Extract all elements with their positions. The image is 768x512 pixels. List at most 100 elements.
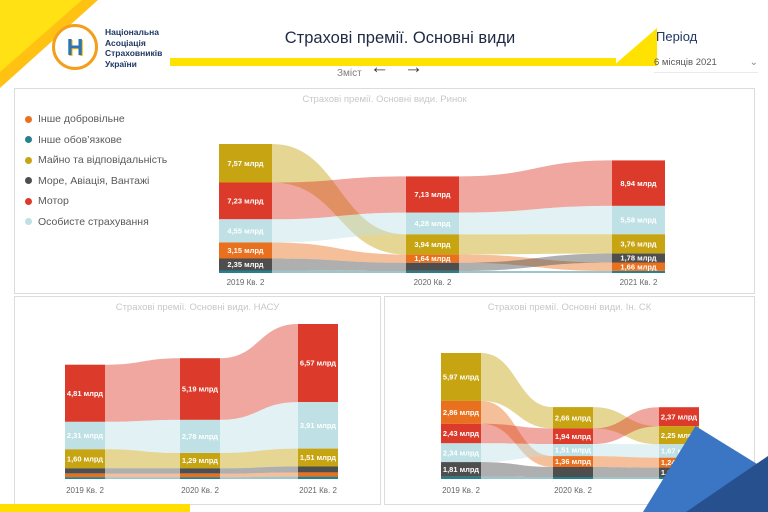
ribbon-motor[interactable] — [593, 407, 659, 444]
legend-item-more[interactable]: Море, Авіація, Вантажі — [25, 175, 167, 187]
bar-segment-motor[interactable] — [659, 407, 699, 427]
bar-segment-mayno[interactable] — [406, 234, 459, 255]
bar-segment-more[interactable] — [406, 262, 459, 271]
bar-segment-inshe_dobrovilne[interactable] — [612, 262, 665, 271]
bar-segment-inshe_obovyazkove[interactable] — [612, 271, 665, 273]
ribbon-inshe_dobrovilne[interactable] — [272, 242, 406, 263]
ribbon-more[interactable] — [459, 253, 612, 272]
ribbon-mayno[interactable] — [105, 449, 180, 469]
ribbon-motor[interactable] — [481, 423, 553, 444]
bar-value-label: 7,23 млрд — [227, 197, 263, 206]
bar-segment-mayno[interactable] — [65, 449, 105, 469]
bar-segment-motor[interactable] — [406, 176, 459, 213]
ribbon-mayno[interactable] — [272, 144, 406, 255]
bar-segment-motor[interactable] — [180, 358, 220, 420]
bar-segment-inshe_obovyazkove[interactable] — [180, 477, 220, 479]
ribbon-more[interactable] — [220, 466, 298, 474]
bar-segment-osobyste[interactable] — [65, 421, 105, 450]
bar-segment-more[interactable] — [180, 468, 220, 474]
bar-segment-mayno[interactable] — [180, 453, 220, 469]
ribbon-more[interactable] — [272, 258, 406, 272]
bar-segment-motor[interactable] — [612, 160, 665, 206]
ribbon-mayno[interactable] — [593, 407, 659, 445]
legend-item-inshe_obovyazkove[interactable]: Інше обов’язкове — [25, 134, 167, 146]
bar-segment-more[interactable] — [612, 253, 665, 263]
bar-value-label: 1,66 млрд — [620, 262, 656, 271]
bar-segment-inshe_obovyazkove[interactable] — [219, 270, 272, 274]
bar-segment-mayno[interactable] — [298, 448, 338, 467]
bar-segment-motor[interactable] — [441, 423, 481, 444]
ribbon-motor[interactable] — [105, 358, 180, 422]
contents-nav-label[interactable]: Зміст — [337, 68, 362, 79]
ribbon-motor[interactable] — [272, 176, 406, 220]
ribbon-inshe_dobrovilne[interactable] — [459, 254, 612, 272]
bar-segment-mayno[interactable] — [441, 353, 481, 401]
bar-segment-more[interactable] — [553, 467, 593, 477]
bar-segment-inshe_obovyazkove[interactable] — [553, 477, 593, 479]
bar-segment-motor[interactable] — [65, 364, 105, 422]
bar-segment-osobyste[interactable] — [612, 205, 665, 235]
bar-segment-motor[interactable] — [219, 182, 272, 220]
bar-segment-inshe_dobrovilne[interactable] — [553, 456, 593, 467]
ribbon-mayno[interactable] — [220, 448, 298, 469]
bar-segment-motor[interactable] — [298, 324, 338, 403]
bar-segment-inshe_dobrovilne[interactable] — [406, 254, 459, 263]
ribbon-mayno[interactable] — [459, 234, 612, 255]
ribbon-inshe_obovyazkove[interactable] — [459, 271, 612, 273]
bar-segment-more[interactable] — [65, 468, 105, 474]
ribbon-motor[interactable] — [220, 324, 298, 420]
ribbon-inshe_obovyazkove[interactable] — [481, 476, 553, 479]
bar-segment-more[interactable] — [298, 466, 338, 473]
bar-segment-osobyste[interactable] — [406, 212, 459, 235]
ribbon-inshe_obovyazkove[interactable] — [593, 477, 659, 479]
legend-item-motor[interactable]: Мотор — [25, 195, 167, 207]
ribbon-osobyste[interactable] — [459, 205, 612, 235]
bar-segment-inshe_obovyazkove[interactable] — [65, 477, 105, 479]
bar-segment-inshe_dobrovilne[interactable] — [219, 242, 272, 259]
bar-segment-osobyste[interactable] — [553, 444, 593, 457]
ribbon-chart-market[interactable]: 7,57 млрд 7,23 млрд 4,55 млрд 3,15 млрд 2,35… — [206, 101, 746, 293]
period-dropdown[interactable]: 6 місяців 2021 ⌄ — [654, 53, 758, 73]
bar-segment-motor[interactable] — [553, 428, 593, 444]
ribbon-more[interactable] — [481, 462, 553, 477]
ribbon-inshe_dobrovilne[interactable] — [105, 473, 180, 478]
legend-item-inshe_dobrovilne[interactable]: Інше добровільне — [25, 113, 167, 125]
ribbon-more[interactable] — [105, 468, 180, 474]
bar-segment-mayno[interactable] — [612, 234, 665, 254]
ribbon-chart-nasu[interactable]: 4,81 млрд 2,31 млрд 1,60 млрд 5,19 млрд 2,78… — [21, 303, 379, 503]
legend-item-osobyste[interactable]: Особисте страхування — [25, 216, 167, 228]
ribbon-osobyste[interactable] — [105, 419, 180, 453]
ribbon-mayno[interactable] — [481, 353, 553, 429]
bar-segment-inshe_dobrovilne[interactable] — [65, 473, 105, 478]
ribbon-inshe_obovyazkove[interactable] — [105, 477, 180, 479]
bar-segment-inshe_dobrovilne[interactable] — [180, 473, 220, 478]
bar-segment-osobyste[interactable] — [180, 419, 220, 453]
ribbon-osobyste[interactable] — [272, 212, 406, 243]
legend-item-mayno[interactable]: Майно та відповідальність — [25, 154, 167, 166]
ribbon-motor[interactable] — [459, 160, 612, 213]
nav-forward-arrow-icon[interactable]: → — [404, 57, 423, 78]
bar-segment-mayno[interactable] — [553, 407, 593, 429]
ribbon-inshe_obovyazkove[interactable] — [272, 270, 406, 274]
ribbon-osobyste[interactable] — [593, 444, 659, 458]
bar-segment-more[interactable] — [219, 258, 272, 271]
bar-segment-osobyste[interactable] — [441, 443, 481, 463]
ribbon-more[interactable] — [593, 467, 659, 477]
ribbon-inshe_dobrovilne[interactable] — [481, 400, 553, 467]
ribbon-inshe_dobrovilne[interactable] — [593, 456, 659, 468]
legend-item-label: Море, Авіація, Вантажі — [38, 174, 150, 187]
ribbon-osobyste[interactable] — [481, 443, 553, 463]
bar-segment-inshe_obovyazkove[interactable] — [298, 476, 338, 479]
bar-segment-osobyste[interactable] — [298, 402, 338, 449]
bar-segment-more[interactable] — [441, 462, 481, 477]
bar-segment-inshe_obovyazkove[interactable] — [406, 271, 459, 273]
bar-segment-osobyste[interactable] — [219, 219, 272, 243]
ribbon-osobyste[interactable] — [220, 402, 298, 453]
nav-back-arrow-icon[interactable]: ← — [370, 57, 389, 78]
bar-segment-mayno[interactable] — [219, 144, 272, 183]
ribbon-inshe_dobrovilne[interactable] — [220, 472, 298, 478]
ribbon-inshe_obovyazkove[interactable] — [220, 476, 298, 479]
bar-segment-inshe_obovyazkove[interactable] — [441, 476, 481, 479]
bar-segment-inshe_dobrovilne[interactable] — [441, 400, 481, 424]
bar-segment-inshe_dobrovilne[interactable] — [298, 472, 338, 477]
